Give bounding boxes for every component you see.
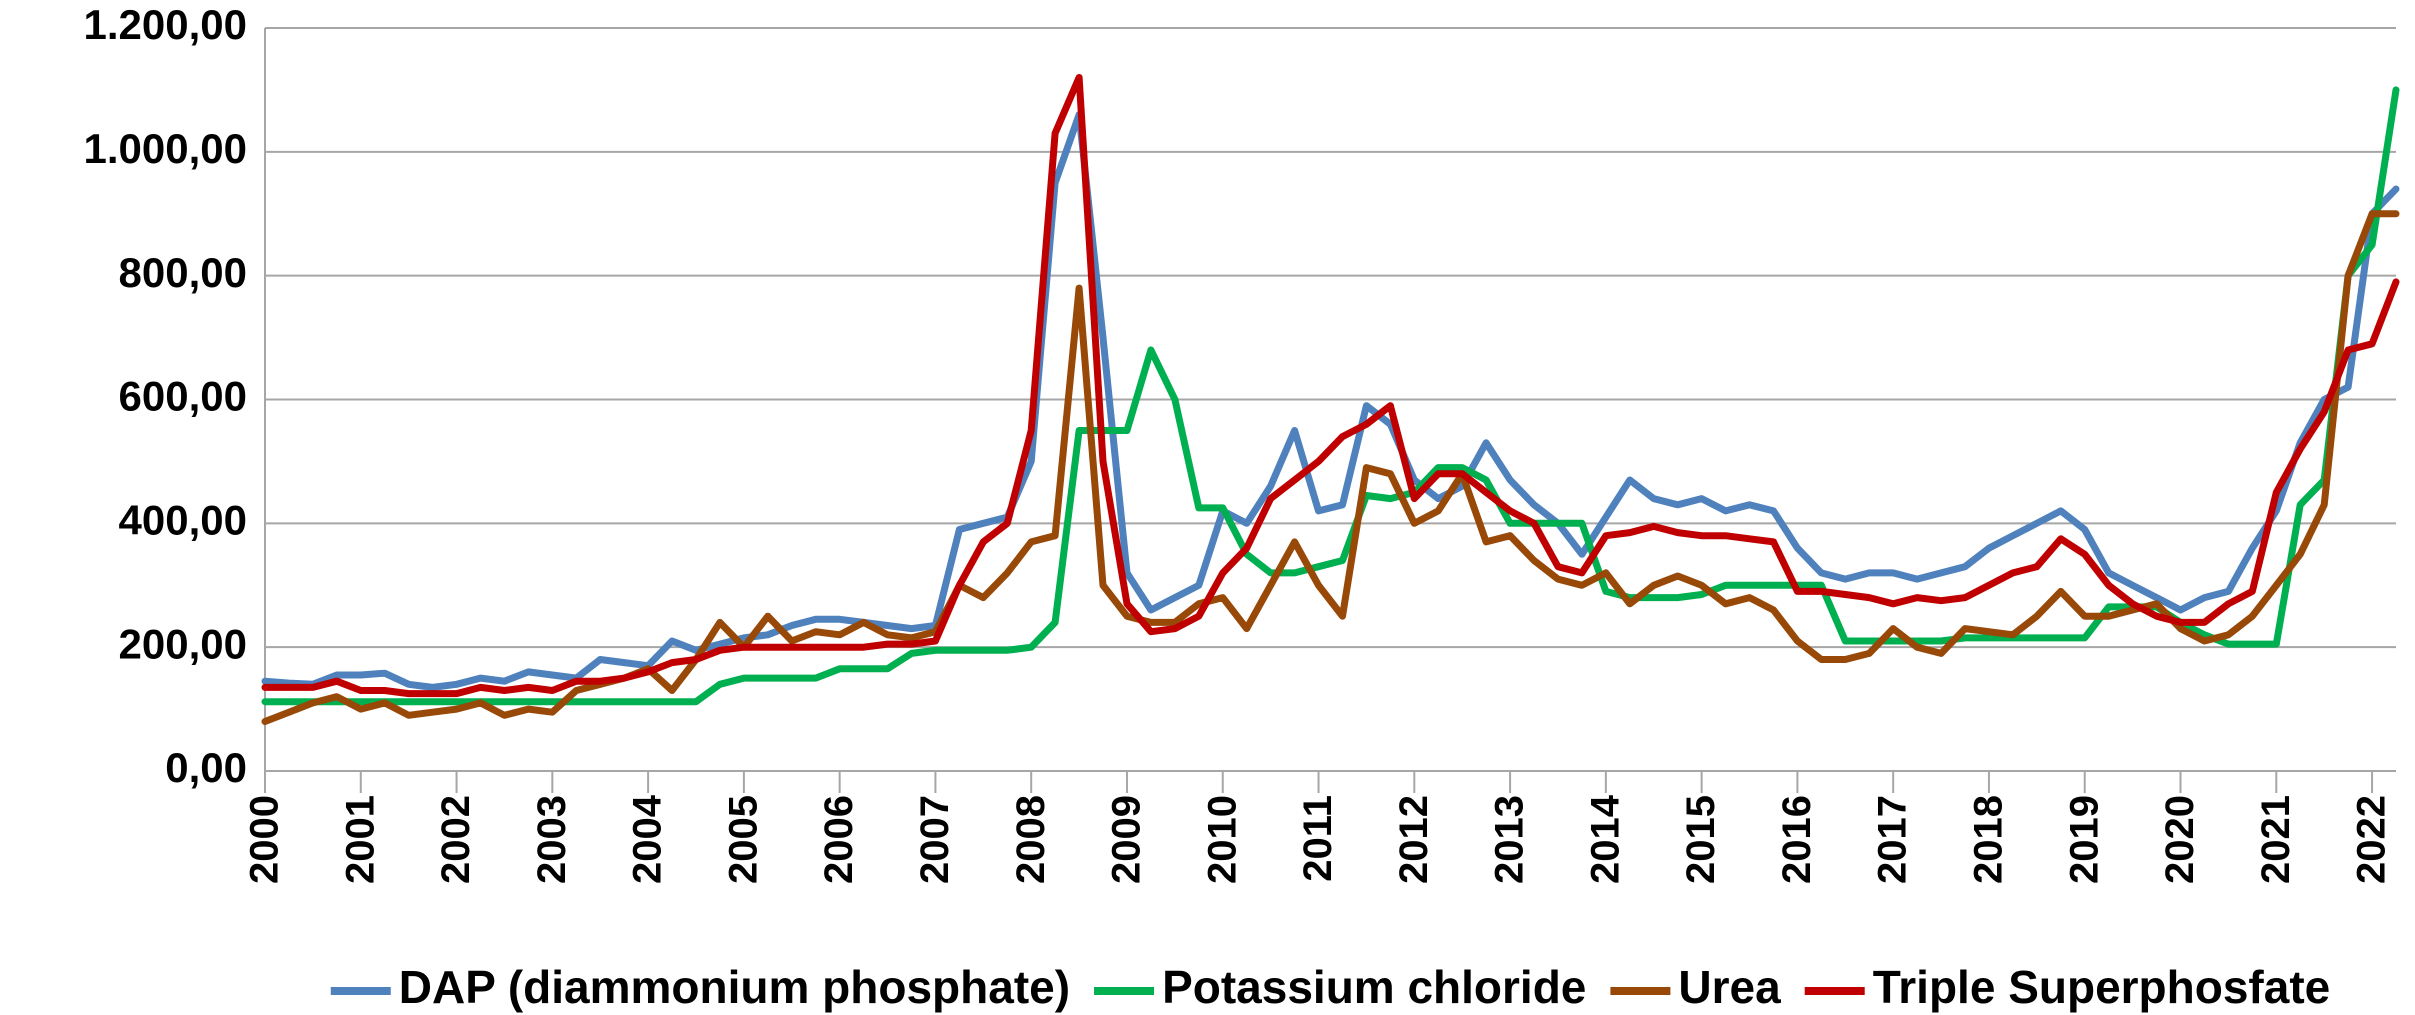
y-tick-label: 200,00 <box>119 620 247 667</box>
x-tick-label: 2016 <box>1775 795 1819 884</box>
x-tick-label: 2013 <box>1488 795 1532 884</box>
x-tick-label: 2001 <box>338 795 382 884</box>
legend-label: Triple Superphosfate <box>1873 961 2331 1013</box>
y-tick-label: 800,00 <box>119 249 247 296</box>
x-tick-label: 2003 <box>530 795 574 884</box>
y-tick-label: 0,00 <box>165 744 247 791</box>
legend-label: DAP (diammonium phosphate) <box>399 961 1070 1013</box>
x-tick-label: 2000 <box>243 795 287 884</box>
y-tick-label: 1.000,00 <box>84 125 248 172</box>
x-tick-label: 2010 <box>1200 795 1244 884</box>
x-tick-label: 2019 <box>2062 795 2106 884</box>
x-tick-label: 2009 <box>1105 795 1149 884</box>
y-tick-label: 1.200,00 <box>84 1 248 48</box>
x-tick-label: 2014 <box>1583 794 1627 884</box>
x-tick-label: 2006 <box>817 795 861 884</box>
x-tick-label: 2020 <box>2158 795 2202 884</box>
x-tick-label: 2021 <box>2254 795 2298 884</box>
x-tick-label: 2007 <box>913 795 957 884</box>
legend: DAP (diammonium phosphate) Potassium chlo… <box>330 961 2331 1013</box>
x-tick-label: 2005 <box>721 795 765 884</box>
x-tick-label: 2015 <box>1679 795 1723 884</box>
x-tick-label: 2022 <box>2350 795 2394 884</box>
y-tick-label: 400,00 <box>119 496 247 543</box>
x-tick-label: 2004 <box>626 794 670 884</box>
series-line <box>261 111 2400 691</box>
x-tick-label: 2018 <box>1967 795 2011 884</box>
legend-label: Potassium chloride <box>1162 961 1586 1013</box>
x-tick-label: 2017 <box>1871 795 1915 884</box>
series-line <box>261 74 2400 698</box>
x-tick-label: 2002 <box>434 795 478 884</box>
x-tick-label: 2012 <box>1392 795 1436 884</box>
x-tick-label: 2011 <box>1296 795 1340 882</box>
y-tick-label: 600,00 <box>119 373 247 420</box>
series-line <box>261 86 2400 706</box>
legend-label: Urea <box>1678 961 1781 1013</box>
x-tick-label: 2008 <box>1009 795 1053 884</box>
series-line <box>261 210 2400 725</box>
